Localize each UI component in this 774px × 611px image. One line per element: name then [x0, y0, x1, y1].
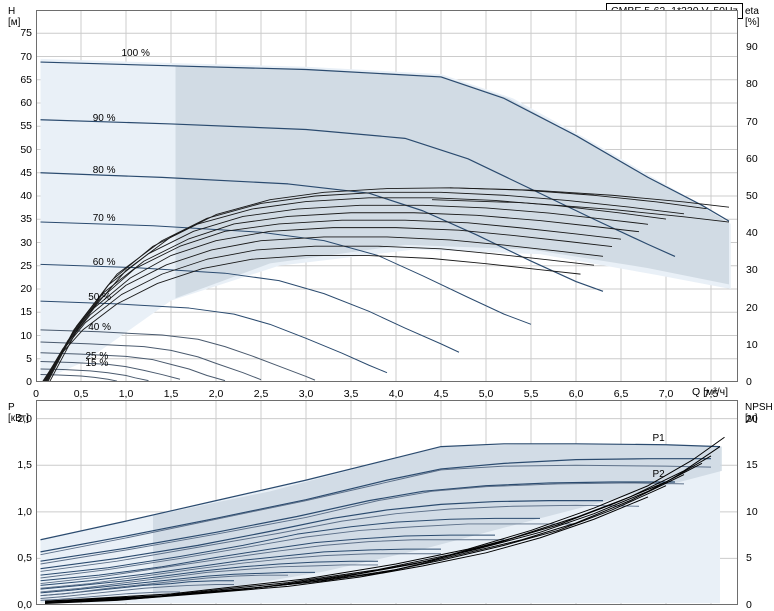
bottom-chart-ytick-2: 1,0 — [17, 505, 32, 518]
bottom-chart-ytick-0: 0,0 — [17, 599, 32, 611]
speed-label-100-0: 100 % — [121, 48, 150, 60]
top-chart-y2tick-50: 50 — [746, 190, 758, 202]
top-chart-ytick-50: 50 — [20, 143, 32, 156]
top-chart-ytick-20: 20 — [20, 283, 32, 295]
top-chart-y2tick-40: 40 — [746, 227, 758, 240]
top-chart-xtick-11: 5,5 — [523, 388, 539, 400]
top-chart-y2tick-30: 30 — [746, 264, 758, 277]
top-chart-y2tick-10: 10 — [746, 338, 758, 351]
bottom-chart-y2tick-15: 15 — [746, 459, 758, 472]
bottom-chart-ytick-4: 2,0 — [17, 412, 32, 425]
top-chart-ytick-55: 55 — [20, 120, 32, 133]
top-chart-ytick-15: 15 — [20, 306, 32, 319]
top-chart-y2-axis-title: eta [%] — [745, 6, 760, 28]
top-chart-y2tick-70: 70 — [746, 115, 758, 128]
top-chart-y2tick-20: 20 — [746, 301, 758, 314]
top-chart-ytick-70: 70 — [20, 50, 32, 63]
top-chart-ytick-5: 5 — [26, 352, 32, 365]
power-npsh-plot — [36, 400, 738, 605]
top-chart-xtick-7: 3,5 — [343, 388, 359, 400]
top-chart-xtick-6: 3,0 — [298, 388, 314, 400]
top-chart-xtick-3: 1,5 — [163, 388, 179, 400]
top-chart-xtick-4: 2,0 — [208, 388, 224, 400]
bottom-chart-y-axis-title: P [кВт] — [8, 402, 29, 424]
speed-label-25-7: 25 % — [85, 350, 109, 362]
speed-label-80-2: 80 % — [92, 165, 116, 177]
top-chart-ytick-75: 75 — [20, 27, 32, 40]
top-chart-ytick-60: 60 — [20, 97, 32, 109]
top-chart-xtick-15: 7,5 — [703, 388, 719, 400]
top-chart-y2tick-80: 80 — [746, 78, 758, 91]
top-chart-xtick-0: 0 — [33, 388, 39, 400]
top-chart-xtick-2: 1,0 — [118, 388, 134, 400]
top-chart-y2tick-60: 60 — [746, 152, 758, 165]
bottom-chart-y2-axis-title: NPSH [м] — [745, 402, 773, 424]
top-chart-ytick-65: 65 — [20, 73, 32, 86]
speed-label-70-3: 70 % — [92, 213, 116, 225]
top-chart-xtick-5: 2,5 — [253, 388, 269, 400]
power-curve-label-P1: P1 — [652, 433, 665, 445]
top-chart-xtick-13: 6,5 — [613, 388, 629, 400]
top-chart-ytick-40: 40 — [20, 190, 32, 202]
speed-label-50-5: 50 % — [88, 292, 111, 304]
top-chart-x-axis-title: Q [м³/ч] — [692, 386, 729, 398]
speed-label-15-8: 15 % — [85, 358, 109, 370]
top-chart-y2tick-0: 0 — [746, 376, 752, 388]
bottom-chart-ytick-1: 0,5 — [17, 552, 32, 565]
speed-label-40-6: 40 % — [88, 322, 111, 334]
speed-label-90-1: 90 % — [92, 113, 116, 125]
top-chart-ytick-10: 10 — [20, 329, 32, 342]
top-chart-xtick-12: 6,0 — [568, 388, 584, 400]
top-chart-xtick-10: 5,0 — [478, 388, 494, 400]
head-efficiency-plot — [36, 10, 738, 382]
top-chart-ytick-25: 25 — [20, 259, 32, 272]
top-chart-ytick-45: 45 — [20, 166, 32, 179]
top-chart-y2tick-90: 90 — [746, 41, 758, 54]
speed-label-60-4: 60 % — [92, 256, 116, 268]
top-chart-xtick-8: 4,0 — [388, 388, 404, 400]
bottom-chart-y2tick-10: 10 — [746, 505, 758, 518]
bottom-chart-y2tick-0: 0 — [746, 599, 752, 611]
top-chart-ytick-30: 30 — [20, 236, 32, 249]
top-chart-ytick-0: 0 — [26, 376, 32, 388]
top-chart-y-axis-title: H [м] — [8, 6, 21, 28]
top-chart-xtick-9: 4,5 — [433, 388, 449, 400]
bottom-chart-y2tick-20: 20 — [746, 412, 758, 425]
top-chart-xtick-1: 0,5 — [73, 388, 89, 400]
top-chart-ytick-35: 35 — [20, 213, 32, 226]
power-curve-label-P2: P2 — [652, 468, 665, 480]
bottom-chart-ytick-3: 1,5 — [17, 459, 32, 472]
bottom-chart-y2tick-5: 5 — [746, 552, 752, 565]
top-chart-xtick-14: 7,0 — [658, 388, 674, 400]
